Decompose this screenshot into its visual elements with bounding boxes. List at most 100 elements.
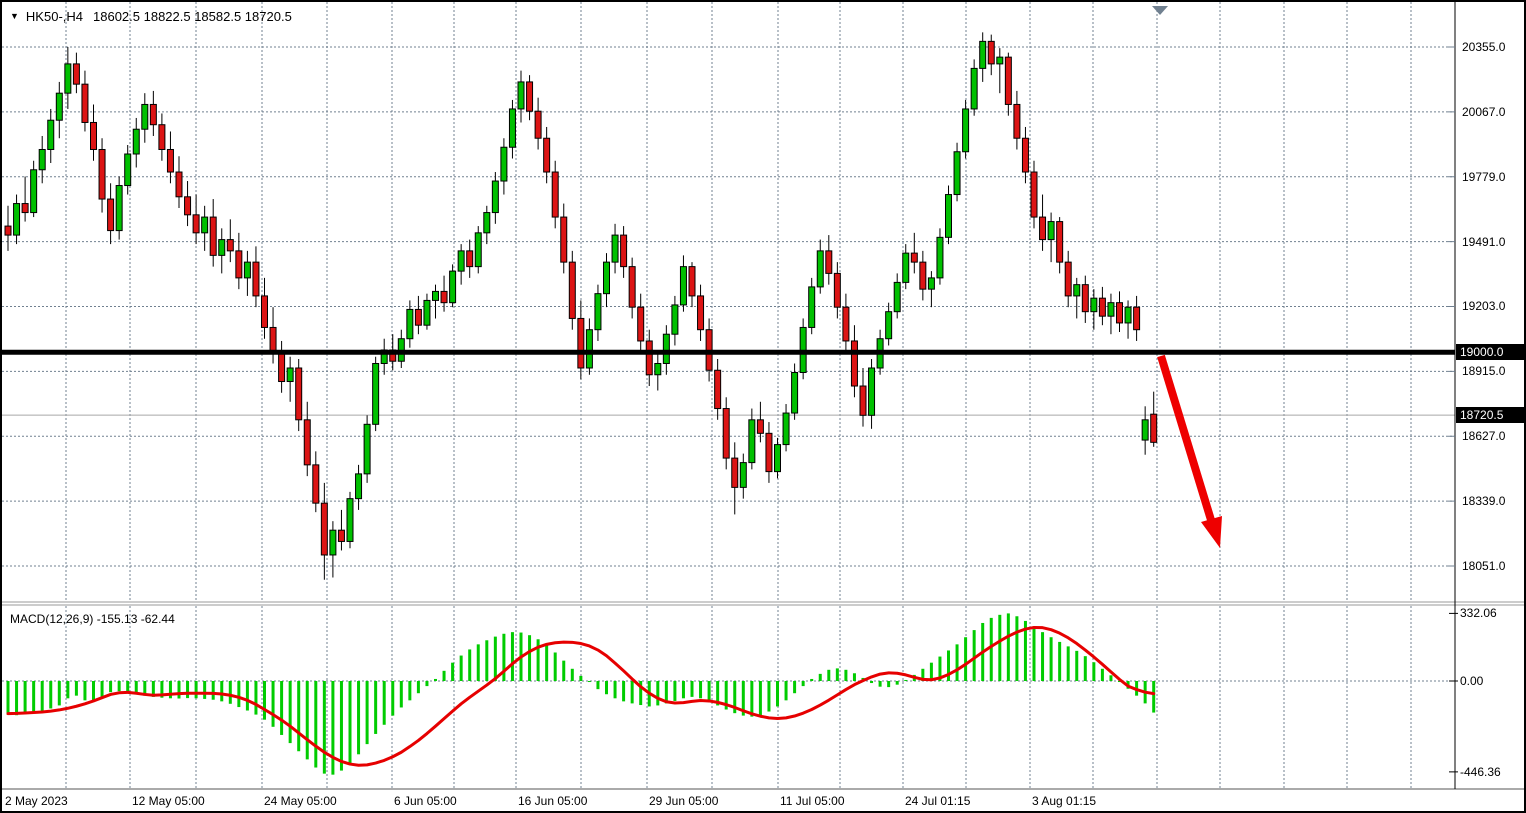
candle-body (679, 266, 687, 306)
price-axis-label: 19779.0 (1462, 169, 1506, 184)
candle-body (423, 299, 431, 326)
trend-arrow-head[interactable] (1201, 516, 1222, 548)
candle-body (303, 419, 311, 466)
candle-body (192, 214, 200, 234)
candle-body (1039, 216, 1047, 241)
candle-body (910, 252, 918, 263)
macd-histogram-bar (92, 681, 95, 702)
price-axis-label: 19491.0 (1462, 234, 1506, 249)
candle-body (261, 295, 268, 328)
macd-histogram-bar (699, 681, 703, 699)
macd-histogram-bar (74, 681, 78, 696)
macd-histogram-bar (733, 681, 737, 714)
macd-histogram-bar (955, 644, 959, 681)
macd-histogram-bar (570, 668, 574, 681)
macd-histogram-bar (562, 660, 566, 681)
macd-histogram-bar (690, 681, 694, 697)
candle-body (953, 151, 961, 196)
macd-histogram-bar (1023, 620, 1027, 681)
macd-histogram-bar (741, 681, 745, 716)
candle-body (526, 81, 534, 112)
macd-histogram-bar (972, 630, 976, 681)
candle-body (722, 408, 730, 459)
candle-body (919, 261, 927, 290)
macd-histogram-bar (947, 650, 950, 681)
candle-body (372, 362, 380, 425)
macd-histogram-bar (425, 681, 429, 687)
macd-histogram-bar (186, 681, 190, 699)
candle-body (201, 216, 209, 234)
time-axis-label: 11 Jul 05:00 (780, 794, 845, 808)
trend-arrow-line[interactable] (1157, 354, 1215, 522)
candle-body (500, 146, 508, 182)
macd-histogram-bar (707, 681, 711, 702)
macd-histogram-bar (143, 681, 147, 696)
macd-histogram-bar (536, 639, 540, 681)
macd-histogram-bar (681, 681, 685, 699)
candle-body (885, 311, 893, 340)
candle-body (278, 351, 286, 383)
candle-body (825, 250, 833, 274)
candle-body (1030, 171, 1038, 218)
macd-histogram-bar (237, 681, 241, 708)
macd-histogram-bar (6, 681, 10, 715)
macd-histogram-bar (177, 681, 181, 699)
time-axis-label: 6 Jun 05:00 (394, 794, 457, 808)
candle-body (551, 171, 559, 218)
candle-body (987, 40, 995, 65)
time-axis-label: 12 May 05:00 (132, 794, 205, 808)
macd-histogram-bar (15, 681, 19, 716)
candle-body (765, 432, 773, 473)
candle-body (585, 329, 593, 369)
macd-histogram-bar (228, 681, 232, 704)
time-axis-label: 16 Jun 05:00 (518, 794, 588, 808)
macd-histogram-bar (1152, 681, 1156, 713)
candle-body (1141, 419, 1149, 441)
candle-body (414, 308, 422, 326)
macd-axis-label: 332.06 (1460, 606, 1497, 621)
candle-body (662, 333, 670, 364)
macd-histogram-bar (1083, 656, 1087, 681)
candle-body (252, 261, 260, 297)
macd-histogram-bar (776, 681, 779, 707)
macd-histogram-bar (878, 681, 882, 687)
macd-histogram-bar (468, 649, 472, 681)
candle-body (1004, 56, 1012, 105)
candle-body (1013, 103, 1021, 139)
macd-histogram-bar (442, 670, 446, 681)
candle-body (945, 194, 952, 238)
macd-axis-label: -446.36 (1460, 764, 1501, 779)
macd-histogram-bar (305, 681, 309, 760)
macd-histogram-bar (476, 644, 480, 681)
macd-histogram-bar (810, 678, 814, 681)
candle-body (756, 419, 764, 434)
macd-signal-line (6, 625, 1156, 767)
macd-histogram-bar (49, 681, 53, 709)
macd-histogram-bar (1032, 626, 1036, 681)
candle-body (432, 290, 439, 301)
macd-histogram-bar (1092, 662, 1096, 681)
candle-body (346, 498, 354, 542)
macd-histogram-bar (528, 635, 532, 681)
candle-body (457, 250, 465, 272)
candle-body (158, 124, 166, 150)
macd-histogram-bar (117, 681, 121, 692)
candle-body (671, 304, 679, 335)
macd-histogram-bar (758, 681, 762, 716)
candle-body (748, 419, 756, 464)
macd-histogram-bar (348, 681, 352, 764)
candle-body (611, 234, 619, 263)
candle-body (1056, 221, 1064, 263)
candle-body (466, 250, 474, 268)
candle-body (791, 372, 799, 414)
candle-body (132, 128, 140, 155)
macd-histogram-bar (271, 681, 275, 727)
macd-histogram-bar (134, 681, 138, 694)
candle-body (697, 295, 705, 331)
candle-body (320, 502, 328, 556)
candle-body (774, 444, 781, 473)
candle-body (833, 272, 841, 308)
candle-body (149, 103, 157, 126)
